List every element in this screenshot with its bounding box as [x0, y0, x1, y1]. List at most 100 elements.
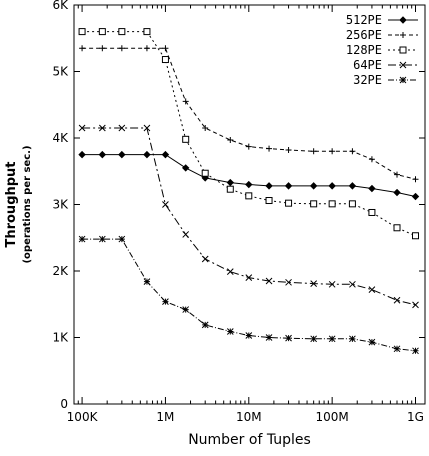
x-tick-label: 100K	[67, 410, 99, 424]
data-point-64PE	[162, 201, 169, 208]
data-point-256PE	[285, 146, 292, 153]
data-point-32PE	[98, 235, 106, 243]
y-axis-title: Throughput	[4, 161, 19, 247]
data-point-64PE	[368, 286, 376, 293]
legend-label: 32PE	[353, 73, 382, 87]
data-point-128PE	[201, 169, 209, 177]
legend-marker-sample	[399, 76, 407, 84]
data-point-64PE	[393, 296, 401, 304]
data-point-128PE	[393, 224, 401, 232]
data-point-32PE	[201, 321, 209, 329]
x-tick-label: 100M	[316, 410, 349, 424]
data-point-512PE	[245, 180, 253, 189]
data-point-512PE	[411, 192, 420, 201]
legend-label: 256PE	[346, 28, 382, 42]
series-512PE	[78, 150, 420, 201]
data-point-512PE	[118, 150, 126, 159]
data-point-128PE	[348, 200, 356, 208]
x-tick-label: 1G	[407, 410, 424, 424]
data-point-32PE	[310, 335, 318, 343]
data-point-64PE	[328, 280, 336, 288]
data-point-64PE	[285, 278, 292, 286]
data-point-512PE	[393, 188, 401, 197]
data-point-128PE	[265, 197, 273, 205]
data-point-128PE	[118, 28, 126, 36]
data-point-64PE	[349, 280, 356, 288]
data-point-128PE	[143, 28, 151, 36]
data-point-128PE	[78, 28, 86, 36]
series-256PE	[79, 45, 419, 183]
data-point-64PE	[143, 124, 151, 132]
data-point-64PE	[118, 124, 126, 132]
data-point-512PE	[143, 150, 151, 159]
data-point-256PE	[99, 45, 106, 52]
y-tick-label: 3K	[52, 198, 69, 212]
data-point-128PE	[285, 199, 293, 207]
data-point-512PE	[368, 184, 376, 193]
data-point-128PE	[161, 56, 169, 64]
data-point-512PE	[328, 182, 336, 190]
data-point-128PE	[328, 200, 336, 208]
y-tick-label: 6K	[52, 0, 69, 12]
data-point-64PE	[201, 255, 209, 263]
data-point-512PE	[161, 150, 170, 159]
data-point-64PE	[226, 268, 234, 276]
data-point-32PE	[285, 334, 292, 342]
legend-marker-sample	[400, 32, 406, 38]
data-point-128PE	[412, 232, 420, 240]
series-32PE	[78, 235, 419, 355]
series-line-128PE	[82, 31, 416, 237]
data-point-128PE	[98, 28, 106, 36]
data-point-32PE	[78, 235, 86, 243]
data-point-512PE	[98, 150, 107, 159]
data-point-64PE	[412, 301, 419, 309]
x-tick-label: 1M	[156, 410, 174, 424]
data-point-32PE	[226, 328, 234, 335]
data-point-512PE	[181, 164, 190, 172]
x-axis-title: Number of Tuples	[188, 432, 311, 448]
legend-item-32PE: 32PE	[353, 73, 418, 87]
data-point-32PE	[162, 298, 169, 305]
legend-marker-sample	[399, 46, 407, 54]
y-axis-subtitle: (operations per sec.)	[22, 145, 33, 263]
data-point-128PE	[368, 208, 376, 216]
y-tick-label: 2K	[52, 264, 69, 278]
data-point-64PE	[265, 277, 273, 285]
data-point-512PE	[309, 182, 318, 190]
data-point-32PE	[349, 335, 356, 343]
data-point-512PE	[78, 150, 86, 159]
data-point-256PE	[412, 176, 419, 183]
legend-item-256PE: 256PE	[346, 28, 418, 42]
data-point-32PE	[143, 278, 151, 285]
data-point-32PE	[182, 306, 190, 313]
data-point-256PE	[118, 45, 125, 52]
data-point-256PE	[349, 148, 356, 155]
series-64PE	[78, 124, 419, 309]
y-tick-label: 1K	[52, 331, 69, 345]
data-point-512PE	[348, 182, 357, 190]
data-point-256PE	[162, 45, 169, 52]
x-tick-label: 10M	[236, 410, 262, 424]
data-point-32PE	[412, 347, 419, 355]
data-point-256PE	[227, 136, 234, 143]
data-point-64PE	[78, 124, 86, 132]
data-point-32PE	[368, 338, 376, 346]
series-line-512PE	[82, 154, 416, 197]
data-point-128PE	[245, 192, 253, 200]
data-point-64PE	[310, 280, 318, 287]
y-tick-label: 0	[60, 397, 68, 411]
data-point-512PE	[265, 182, 273, 190]
series-layer	[78, 28, 420, 355]
data-point-256PE	[310, 148, 317, 155]
legend-label: 64PE	[353, 58, 382, 72]
legend-item-512PE: 512PE	[346, 13, 418, 27]
data-point-64PE	[98, 124, 106, 132]
data-point-32PE	[245, 332, 253, 339]
legend-marker-sample	[399, 61, 407, 69]
data-point-64PE	[245, 274, 253, 282]
axes-layer: 0 1K 2K 3K 4K 5K 6K 100K 1M 10M 100M 1G	[52, 0, 426, 424]
data-point-128PE	[226, 185, 234, 193]
data-point-256PE	[79, 45, 86, 52]
data-point-256PE	[394, 171, 401, 178]
